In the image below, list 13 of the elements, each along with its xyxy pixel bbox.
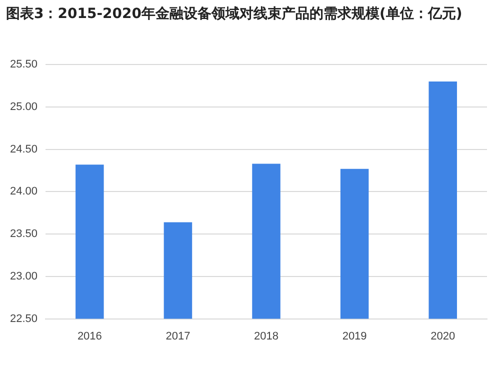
y-tick-label: 25.00 (10, 101, 38, 113)
x-tick-label: 2017 (166, 330, 190, 342)
y-tick-label: 23.00 (10, 270, 38, 282)
x-tick-label: 2020 (430, 330, 456, 342)
x-tick-label: 2016 (77, 330, 102, 342)
y-tick-label: 25.50 (10, 58, 38, 71)
chart-title: 图表3：2015-2020年金融设备领域对线束产品的需求规模(单位：亿元) (6, 5, 464, 24)
y-tick-label: 22.50 (10, 312, 38, 325)
x-tick-label: 2018 (254, 330, 279, 342)
x-tick-label: 2019 (342, 330, 367, 342)
y-tick-label: 24.00 (10, 186, 38, 198)
y-tick-label: 23.50 (10, 228, 38, 240)
y-tick-label: 24.50 (10, 143, 38, 156)
